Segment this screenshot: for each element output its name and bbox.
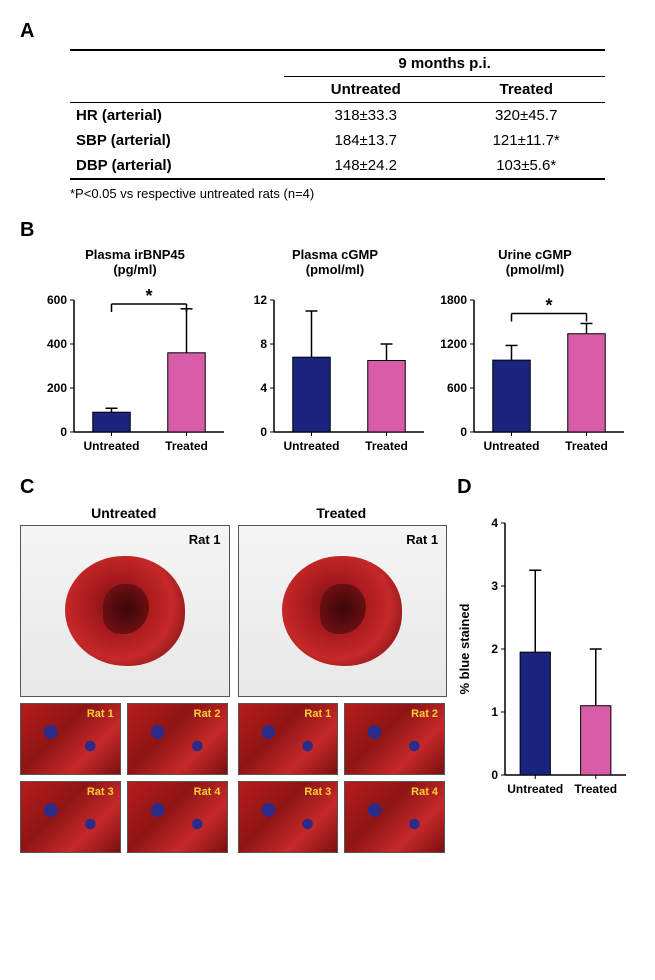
histology-small: Rat 2 [127,703,228,775]
cell: 148±24.2 [284,153,447,179]
svg-text:200: 200 [47,381,67,395]
rat-tag: Rat 1 [87,708,114,720]
panel-c-column: Treated Rat 1 Rat 1 Rat 2 Rat 3 Rat 4 [238,505,446,853]
cell: 320±45.7 [447,103,605,129]
svg-text:Treated: Treated [565,439,608,453]
panel-c-column: Untreated Rat 1 Rat 1 Rat 2 Rat 3 Rat 4 [20,505,228,853]
col-treated: Treated [447,77,605,103]
panel-d-label: D [457,476,635,499]
svg-text:0: 0 [260,425,267,439]
svg-text:3: 3 [491,579,498,593]
rat-tag: Rat 2 [411,708,438,720]
svg-text:Untreated: Untreated [507,782,563,796]
bar-chart: 0 4 8 12 Untreated Treated [240,282,430,462]
rat-tag: Rat 3 [87,786,114,798]
svg-text:Untreated: Untreated [483,439,539,453]
chart-title: Urine cGMP (pmol/ml) [440,248,630,278]
cell: 103±5.6* [447,153,605,179]
bar [293,357,331,432]
svg-text:400: 400 [47,337,67,351]
panel-a-label: A [20,20,635,43]
svg-text:0: 0 [60,425,67,439]
bar [368,360,406,432]
rat-tag: Rat 1 [189,532,221,547]
histology-small: Rat 3 [20,781,121,853]
histology-large: Rat 1 [20,525,230,697]
bar [568,334,606,432]
bar [168,353,206,432]
histology-small: Rat 4 [344,781,445,853]
svg-text:600: 600 [47,293,67,307]
row-label: HR (arterial) [70,103,284,129]
histology-small-grid: Rat 1 Rat 2 Rat 3 Rat 4 [238,703,446,853]
rat-tag: Rat 4 [194,786,221,798]
col-untreated: Untreated [284,77,447,103]
chart-title: Plasma cGMP (pmol/ml) [240,248,430,278]
histology-small-grid: Rat 1 Rat 2 Rat 3 Rat 4 [20,703,228,853]
bar [520,652,550,775]
svg-text:1: 1 [491,705,498,719]
chart-title: Plasma irBNP45 (pg/ml) [40,248,230,278]
bar [93,412,131,432]
svg-text:Treated: Treated [165,439,208,453]
panel-a-table: 9 months p.i. Untreated Treated HR (arte… [70,49,605,180]
svg-text:Untreated: Untreated [83,439,139,453]
histology-small: Rat 1 [238,703,339,775]
svg-text:600: 600 [447,381,467,395]
panel-a-table-wrap: 9 months p.i. Untreated Treated HR (arte… [70,49,605,180]
table-row: HR (arterial) 318±33.3 320±45.7 [70,103,605,129]
rat-tag: Rat 1 [406,532,438,547]
rat-tag: Rat 3 [304,786,331,798]
cell: 184±13.7 [284,128,447,153]
panel-c: C UntreatedRat 1Rat 1Rat 2Rat 3Rat 4Trea… [20,476,445,853]
histology-small: Rat 1 [20,703,121,775]
svg-text:1200: 1200 [440,337,467,351]
row-label: DBP (arterial) [70,153,284,179]
panel-a-footnote: *P<0.05 vs respective untreated rats (n=… [70,186,635,201]
svg-text:0: 0 [460,425,467,439]
svg-text:1800: 1800 [440,293,467,307]
chart-block: Plasma cGMP (pmol/ml) 0 4 8 12 Untreated Treat… [240,248,430,462]
table-row: DBP (arterial) 148±24.2 103±5.6* [70,153,605,179]
svg-text:Treated: Treated [365,439,408,453]
panel-b-label: B [20,219,635,242]
bar-chart: 0 600 1200 1800 Untreated Treated * [440,282,630,462]
rat-tag: Rat 1 [304,708,331,720]
panel-b-charts: Plasma irBNP45 (pg/ml)0200400600Untreate… [40,248,635,462]
svg-text:*: * [545,295,552,315]
rat-tag: Rat 2 [194,708,221,720]
cell: 121±11.7* [447,128,605,153]
svg-text:Treated: Treated [574,782,617,796]
svg-text:12: 12 [254,293,268,307]
histology-small: Rat 4 [127,781,228,853]
panel-c-label: C [20,476,445,499]
table-header-span: 9 months p.i. [284,50,605,77]
column-title: Untreated [20,505,228,521]
table-row: SBP (arterial) 184±13.7 121±11.7* [70,128,605,153]
panel-d: D 0 1 2 3 4 % blue stained Untreated Treated [457,476,635,853]
bar [493,360,531,432]
chart-block: Urine cGMP (pmol/ml) 0 600 1200 1800 Untreate… [440,248,630,462]
histology-small: Rat 3 [238,781,339,853]
svg-text:2: 2 [491,642,498,656]
histology-large: Rat 1 [238,525,448,697]
svg-text:Untreated: Untreated [283,439,339,453]
bar-chart: 0 1 2 3 4 % blue stained Untreated Treated [457,505,632,805]
svg-text:8: 8 [260,337,267,351]
svg-text:% blue stained: % blue stained [457,603,472,694]
row-label: SBP (arterial) [70,128,284,153]
bar-chart: 0 200 400 600 Untreated Treated * [40,282,230,462]
svg-text:*: * [145,286,152,306]
svg-text:0: 0 [491,768,498,782]
histology-small: Rat 2 [344,703,445,775]
column-title: Treated [238,505,446,521]
rat-tag: Rat 4 [411,786,438,798]
cell: 318±33.3 [284,103,447,129]
bar [581,706,611,775]
svg-text:4: 4 [491,516,498,530]
chart-block: Plasma irBNP45 (pg/ml) 0 200 400 600 Untreate… [40,248,230,462]
svg-text:4: 4 [260,381,267,395]
